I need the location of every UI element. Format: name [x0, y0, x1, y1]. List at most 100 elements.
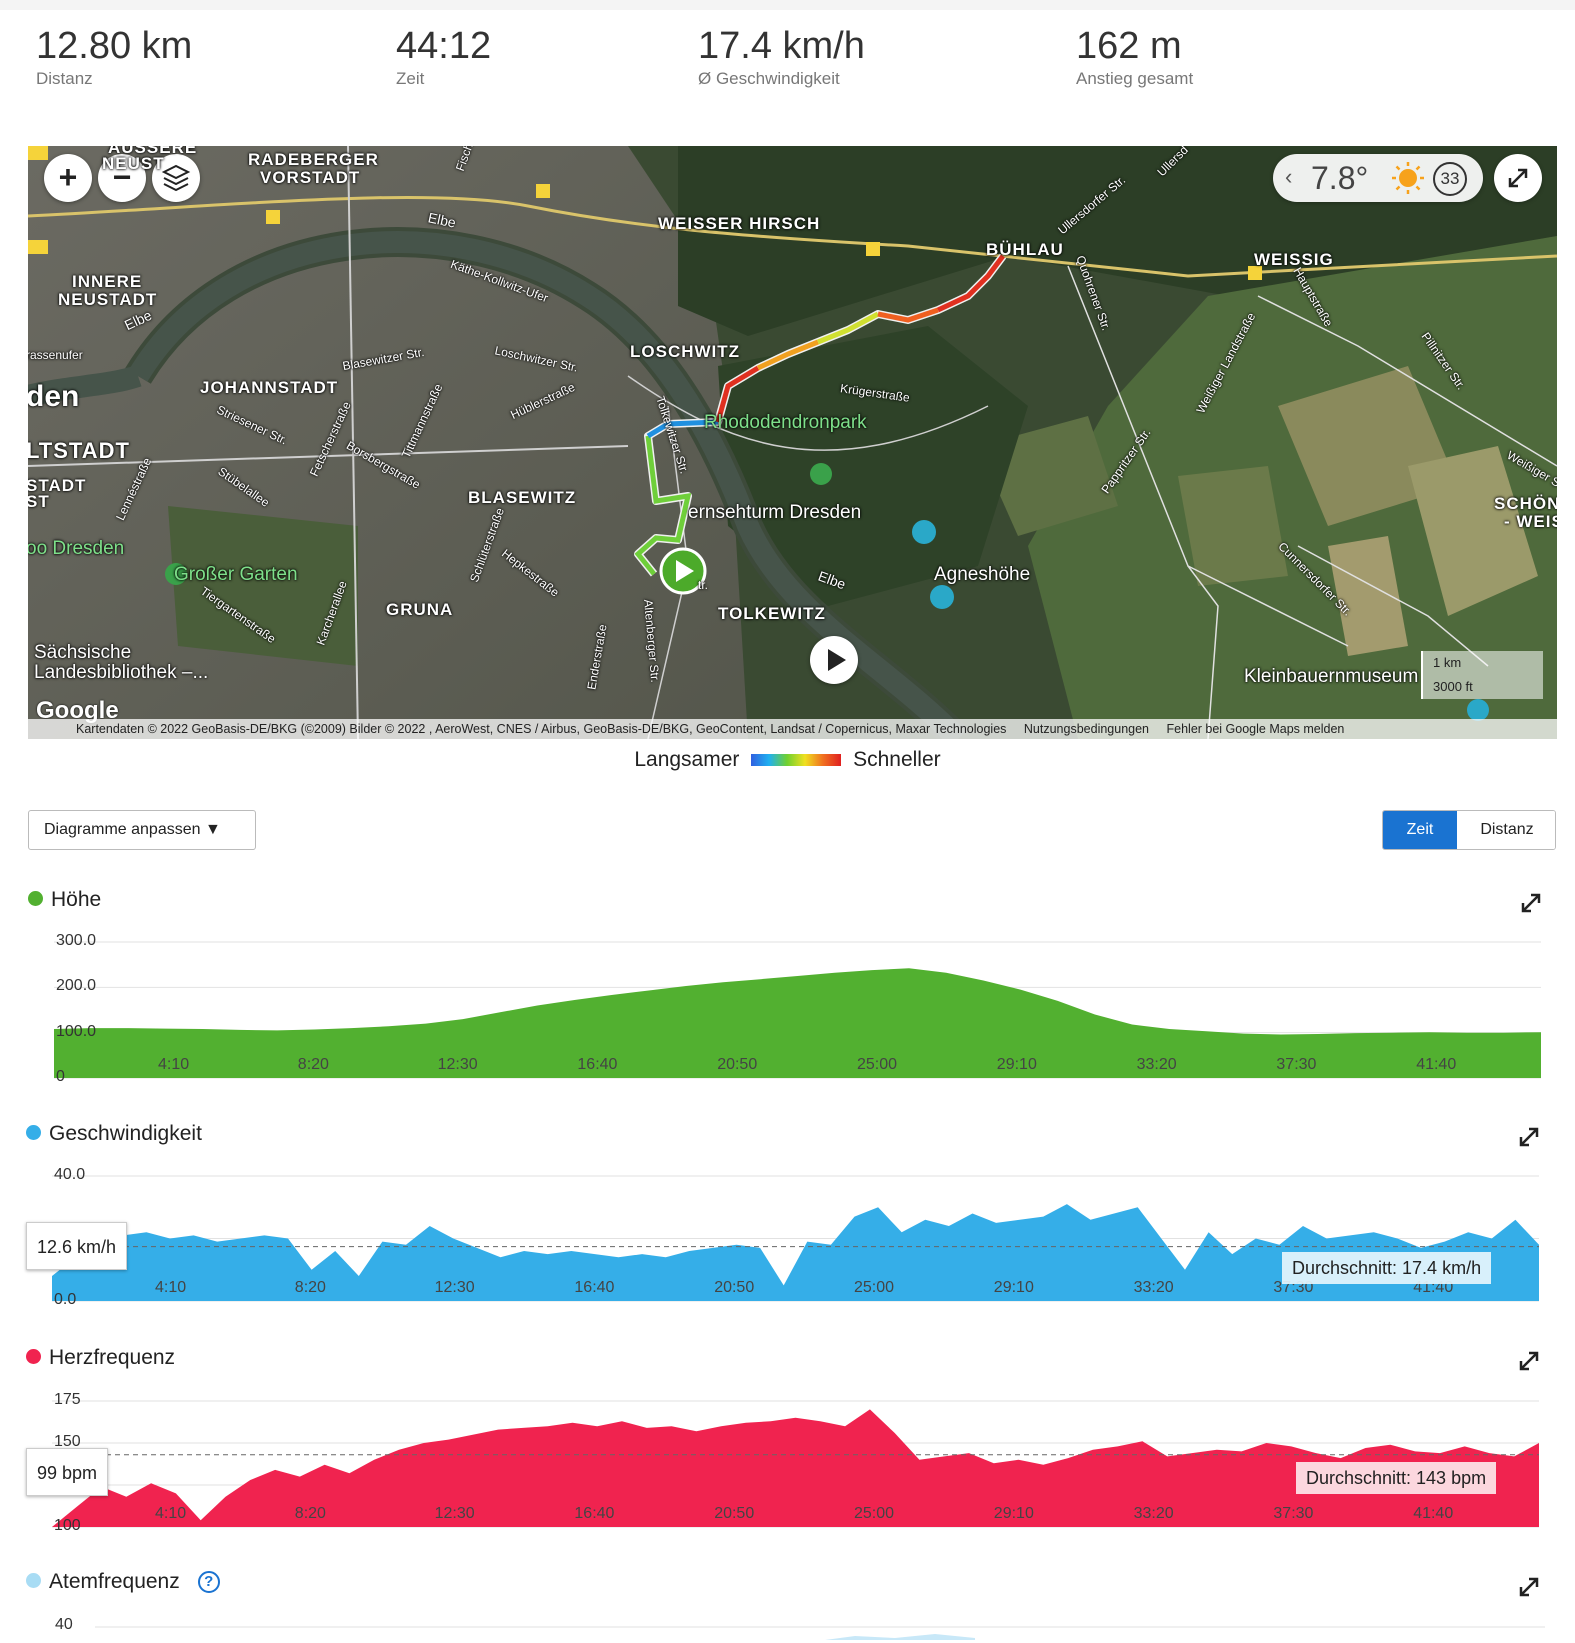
- stat-time: 44:12 Zeit: [396, 24, 491, 90]
- map-label-poi: ernsehturm Dresden: [688, 502, 862, 523]
- series-area: [54, 968, 1541, 1078]
- map-label: den: [28, 380, 80, 413]
- series-area: [52, 1204, 1539, 1301]
- map-label: STADT: [28, 476, 87, 495]
- chevron-left-icon[interactable]: ‹: [1285, 164, 1293, 189]
- x-tick-label: 29:10: [996, 1056, 1037, 1073]
- x-tick-label: 4:10: [158, 1056, 190, 1073]
- expand-icon: [1508, 168, 1528, 188]
- legend-faster: Schneller: [853, 748, 941, 771]
- speed-fullscreen-icon[interactable]: [1518, 1126, 1540, 1148]
- heart-fullscreen-icon[interactable]: [1518, 1350, 1540, 1372]
- map-label: INNERE: [72, 272, 143, 291]
- average-label: Durchschnitt: 17.4 km/h: [1282, 1252, 1492, 1284]
- x-tick-label: 4:10: [155, 1505, 187, 1522]
- map-label: RADEBERGER: [248, 150, 379, 169]
- axis-toggle: Zeit Distanz: [1382, 810, 1556, 850]
- speed-title: Geschwindigkeit: [26, 1122, 202, 1146]
- report-link[interactable]: Fehler bei Google Maps melden: [1166, 722, 1345, 736]
- x-tick-label: 33:20: [1136, 1056, 1177, 1073]
- map-label: TOLKEWITZ: [718, 604, 826, 623]
- x-tick-label: 25:00: [854, 1279, 895, 1296]
- map-label: BLASEWITZ: [468, 488, 577, 507]
- breath-gridline: [95, 1626, 1545, 1640]
- stat-value: 12.80 km: [36, 25, 193, 67]
- x-tick-label: 33:20: [1133, 1505, 1174, 1522]
- elevation-title-text: Höhe: [51, 888, 102, 911]
- x-tick-label: 16:40: [577, 1056, 618, 1073]
- heart-dot: [26, 1348, 41, 1364]
- map-label-street: rassenufer: [28, 348, 83, 362]
- map-fullscreen-button[interactable]: [1494, 154, 1542, 202]
- help-icon[interactable]: ?: [197, 1571, 220, 1594]
- breath-y-label: 40: [55, 1616, 73, 1633]
- x-tick-label: 37:30: [1276, 1056, 1317, 1073]
- heart-title-text: Herzfrequenz: [49, 1346, 176, 1369]
- zoom-in-button[interactable]: +: [44, 154, 92, 202]
- series-area: [52, 1409, 1539, 1527]
- heart-chart[interactable]: 1751501251004:108:2012:3016:4020:5025:00…: [0, 1386, 1575, 1536]
- customize-charts-dropdown[interactable]: Diagramme anpassen ▼: [28, 810, 256, 850]
- chart-speed-svg: [52, 1175, 1539, 1302]
- y-tick-label: 100.0: [56, 1022, 97, 1040]
- elevation-chart[interactable]: 300.0 200.0 100.0 0 4:10 8:20 12:30 16:40 20:50 2…: [0, 930, 1575, 1085]
- map-label: VORSTADT: [260, 168, 361, 187]
- elevation-fullscreen-icon[interactable]: [1520, 892, 1542, 914]
- map-label: WEISSER HIRSCH: [658, 214, 821, 233]
- x-tick-label: 16:40: [574, 1279, 615, 1296]
- x-tick-label: 20:50: [714, 1279, 755, 1296]
- stat-label: Distanz: [36, 69, 93, 88]
- weather-widget[interactable]: ‹ 7.8° 33: [1273, 154, 1483, 202]
- stat-distance: 12.80 km Distanz: [36, 24, 192, 90]
- toggle-time[interactable]: Zeit: [1383, 811, 1457, 849]
- map-label: ST: [28, 492, 50, 511]
- map-label: - WEIS: [1504, 512, 1557, 531]
- speed-chart[interactable]: 40.020.00.04:108:2012:3016:4020:5025:002…: [0, 1160, 1575, 1310]
- y-tick-label: 150: [54, 1433, 81, 1450]
- map-label-park: oo Dresden: [28, 538, 125, 559]
- stat-value: 44:12: [396, 25, 492, 67]
- map-label-poi: Kleinbauernmuseum: [1244, 666, 1419, 687]
- chart-elevation-svg: [54, 941, 1541, 1079]
- sun-icon: [1392, 162, 1424, 194]
- map-label-park: Rhododendronpark: [704, 412, 867, 433]
- legend-gradient: [751, 754, 842, 767]
- attribution-text: Kartendaten © 2022 GeoBasis-DE/BKG (©200…: [76, 722, 1007, 736]
- elevation-dot: [28, 890, 43, 906]
- replay-button[interactable]: [810, 636, 858, 684]
- hover-tooltip: 99 bpm: [26, 1448, 109, 1496]
- x-tick-label: 41:40: [1413, 1505, 1454, 1522]
- play-icon: [828, 649, 846, 671]
- speed-dot: [26, 1124, 41, 1140]
- zoom-out-button[interactable]: −: [98, 154, 146, 202]
- breath-title-text: Atemfrequenz: [49, 1570, 180, 1593]
- map-label: ÄUSSERE: [108, 146, 198, 157]
- chart-heart-svg: [52, 1400, 1539, 1528]
- terms-link[interactable]: Nutzungsbedingungen: [1023, 722, 1150, 736]
- stat-ascent: 162 m Anstieg gesamt: [1076, 24, 1193, 90]
- x-tick-label: 12:30: [434, 1279, 475, 1296]
- y-tick-label: 300.0: [56, 932, 97, 949]
- x-tick-label: 25:00: [854, 1505, 895, 1522]
- x-tick-label: 8:20: [294, 1505, 326, 1522]
- temperature: 7.8°: [1311, 160, 1369, 196]
- x-tick-label: 29:10: [993, 1279, 1034, 1296]
- layers-button[interactable]: [152, 154, 200, 202]
- stat-label: Ø Geschwindigkeit: [698, 69, 840, 88]
- x-tick-label: 41:40: [1416, 1056, 1457, 1073]
- speed-legend: Langsamer Schneller: [0, 748, 1575, 778]
- x-tick-label: 33:20: [1133, 1279, 1174, 1296]
- x-tick-label: 25:00: [857, 1056, 898, 1073]
- x-tick-label: 29:10: [993, 1505, 1034, 1522]
- map-label-poi: Sächsische: [34, 642, 132, 663]
- top-bar: [0, 0, 1575, 10]
- breath-dot: [26, 1572, 41, 1588]
- toggle-distance[interactable]: Distanz: [1457, 811, 1555, 849]
- route-map[interactable]: + − ‹ 7.8° 33 ÄUSSERE NEUST RADEBERGER V: [28, 146, 1557, 739]
- legend-slower: Langsamer: [634, 748, 740, 771]
- y-tick-label: 0: [56, 1068, 65, 1085]
- x-tick-label: 12:30: [434, 1505, 475, 1522]
- summary-stats: 12.80 km Distanz 44:12 Zeit 17.4 km/h Ø …: [0, 24, 1575, 104]
- breath-fullscreen-icon[interactable]: [1518, 1576, 1540, 1598]
- stat-value: 17.4 km/h: [698, 25, 865, 67]
